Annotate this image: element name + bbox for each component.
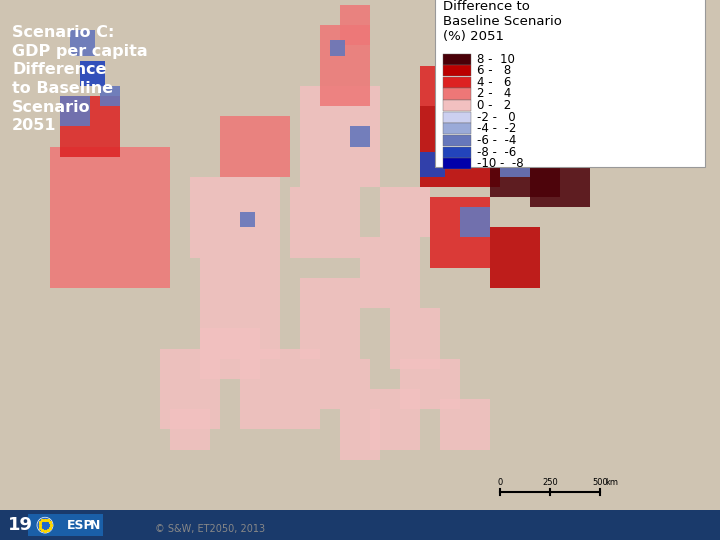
Bar [443, 123, 471, 134]
Bar [440, 399, 490, 450]
Text: N: N [90, 518, 100, 532]
Text: 250: 250 [542, 478, 558, 487]
Text: 4 -   6: 4 - 6 [477, 76, 511, 89]
Bar [435, 0, 705, 167]
Text: -10 -  -8: -10 - -8 [477, 157, 523, 170]
Bar [443, 112, 471, 123]
Bar [340, 409, 380, 460]
Bar [500, 146, 530, 177]
Text: 6 -   8: 6 - 8 [477, 64, 511, 77]
Bar [400, 359, 460, 409]
Bar [320, 25, 370, 106]
Bar [80, 60, 105, 86]
Bar [370, 389, 420, 450]
Bar [50, 146, 170, 288]
Text: 2 -   4: 2 - 4 [477, 87, 511, 100]
Bar [420, 66, 470, 106]
Text: 19: 19 [8, 516, 33, 534]
Bar [490, 227, 540, 288]
Bar [200, 258, 280, 359]
Bar [200, 328, 260, 379]
Bar [443, 135, 471, 146]
Bar [190, 177, 280, 258]
Bar [430, 197, 490, 268]
Bar [420, 152, 445, 177]
Bar [240, 212, 255, 227]
Bar [490, 126, 560, 197]
Text: km: km [605, 478, 618, 487]
Bar [443, 89, 471, 99]
Bar [330, 40, 345, 56]
Bar [380, 187, 430, 238]
Text: -6 -  -4: -6 - -4 [477, 134, 516, 147]
Bar [420, 106, 500, 187]
Bar [470, 56, 510, 86]
Bar [540, 66, 610, 126]
Text: Scenario C:
GDP per capita
Difference
to Baseline
Scenario
2051: Scenario C: GDP per capita Difference to… [12, 25, 148, 133]
Bar [350, 126, 370, 146]
Bar [443, 146, 471, 158]
Bar [443, 100, 471, 111]
Text: 0: 0 [498, 478, 503, 487]
Bar [300, 278, 360, 359]
Bar [28, 514, 103, 536]
Circle shape [37, 517, 53, 533]
Bar [520, 20, 570, 66]
Bar [443, 65, 471, 76]
Text: ESP: ESP [67, 518, 94, 532]
Text: -4 -  -2: -4 - -2 [477, 123, 516, 136]
Text: -8 -  -6: -8 - -6 [477, 146, 516, 159]
Bar [360, 238, 420, 308]
Bar [443, 77, 471, 88]
Bar [480, 20, 530, 56]
Text: Difference to
Baseline Scenario
(%) 2051: Difference to Baseline Scenario (%) 2051 [443, 0, 562, 43]
Bar [160, 349, 220, 429]
Bar [300, 86, 380, 187]
Bar [450, 116, 500, 157]
Bar [340, 5, 370, 45]
Text: -2 -   0: -2 - 0 [477, 111, 516, 124]
Bar [510, 35, 570, 86]
Text: 0 -   2: 0 - 2 [477, 99, 511, 112]
Bar [390, 308, 440, 369]
Bar [220, 116, 290, 177]
Bar [443, 53, 471, 65]
Bar [460, 207, 490, 238]
Bar [443, 158, 471, 169]
Bar [510, 76, 540, 106]
Bar [100, 86, 120, 106]
Bar [490, 56, 570, 126]
Text: 8 -  10: 8 - 10 [477, 52, 515, 66]
Bar [530, 126, 590, 207]
Bar [70, 30, 95, 56]
Bar [540, 131, 565, 157]
Bar [60, 96, 120, 157]
Bar [320, 359, 370, 409]
Bar [60, 96, 90, 126]
Text: 500: 500 [592, 478, 608, 487]
Bar [290, 187, 360, 258]
Text: © S&W, ET2050, 2013: © S&W, ET2050, 2013 [155, 524, 265, 534]
Bar [170, 409, 210, 450]
Bar [240, 349, 320, 429]
